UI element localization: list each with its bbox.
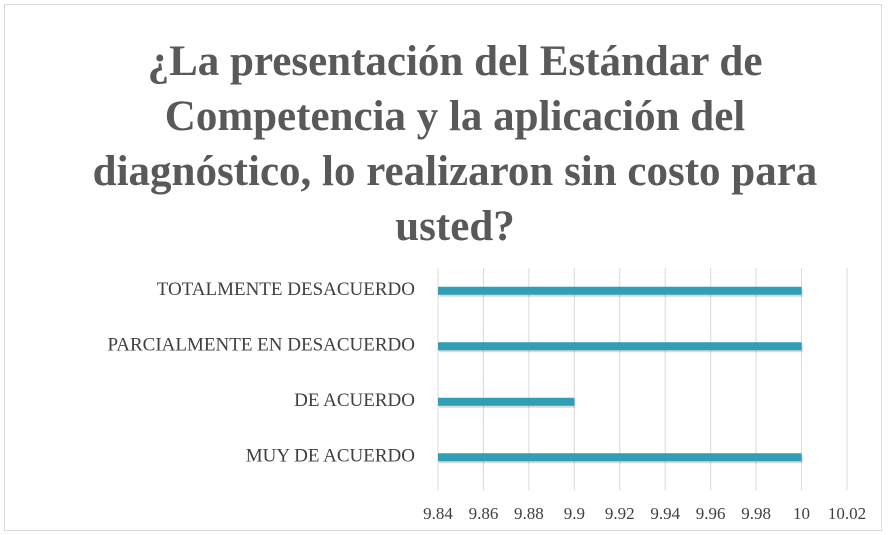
x-tick-label: 9.86	[469, 504, 499, 523]
bar	[438, 286, 802, 295]
x-tick-label: 9.98	[741, 504, 771, 523]
x-tick-label: 9.92	[605, 504, 635, 523]
chart-frame	[4, 4, 882, 531]
x-tick-label: 10.02	[828, 504, 866, 523]
y-tick-label: MUY DE ACUERDO	[246, 446, 415, 467]
x-tick-label: 9.96	[696, 504, 726, 523]
bar	[438, 453, 802, 462]
bar	[438, 397, 575, 406]
y-tick-label: PARCIALMENTE EN DESACUERDO	[107, 335, 415, 356]
y-tick-label: TOTALMENTE DESACUERDO	[157, 279, 415, 300]
x-tick-label: 9.9	[564, 504, 585, 523]
chart-title: ¿La presentación del Estándar de Compete…	[92, 38, 818, 250]
x-tick-label: 10	[793, 504, 810, 523]
y-tick-label: DE ACUERDO	[294, 390, 415, 411]
x-tick-label: 9.84	[423, 504, 453, 523]
x-tick-label: 9.94	[650, 504, 680, 523]
bar	[438, 342, 802, 351]
x-tick-label: 9.88	[514, 504, 544, 523]
